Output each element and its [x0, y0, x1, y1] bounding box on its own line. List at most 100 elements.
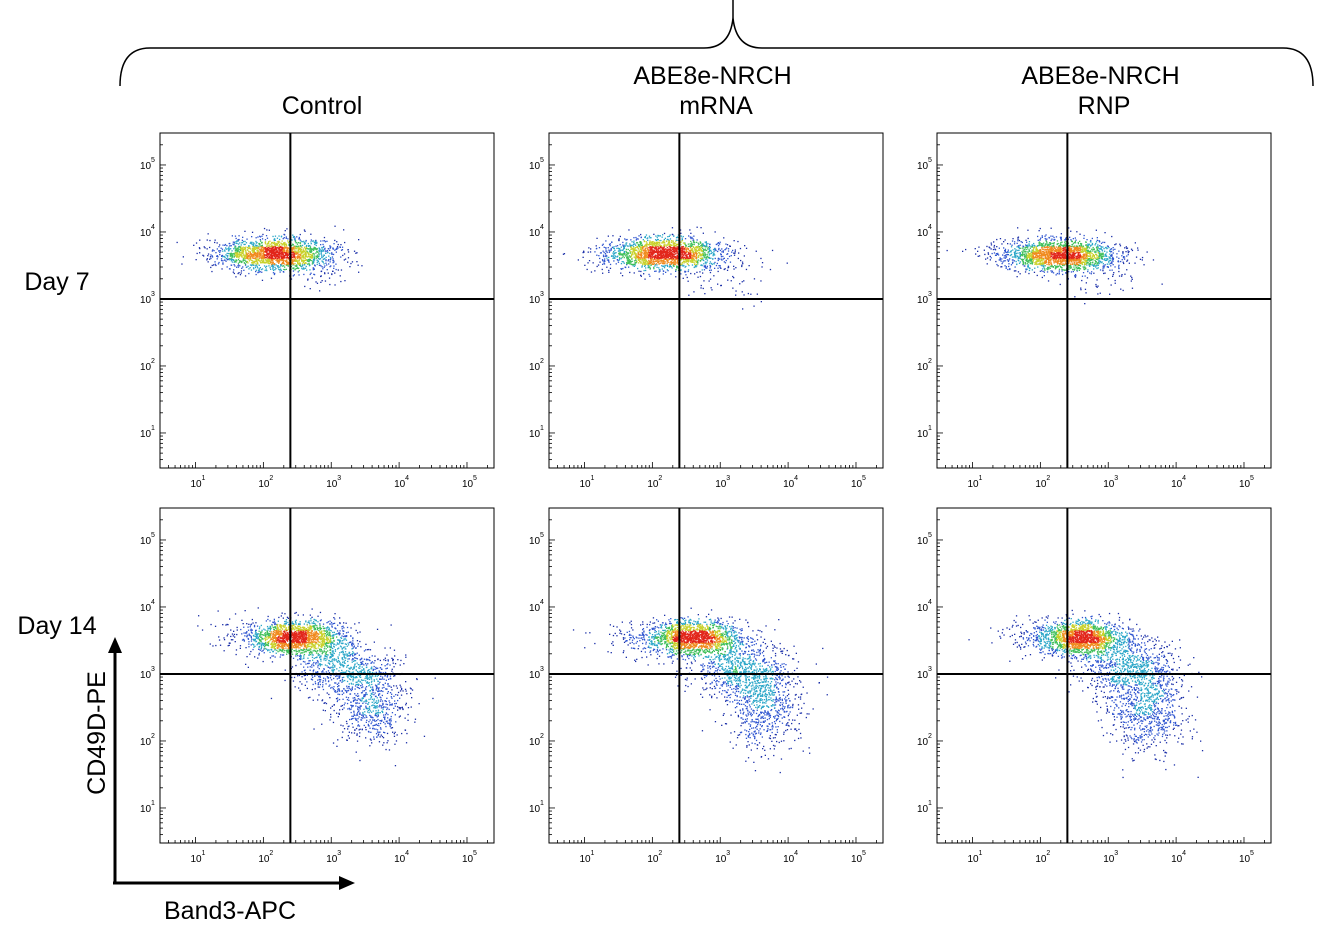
event-dot	[268, 250, 270, 252]
event-dot	[645, 241, 647, 243]
event-dot	[276, 243, 278, 245]
event-dot	[242, 251, 244, 253]
event-dot	[1019, 253, 1021, 255]
event-dot	[298, 270, 300, 272]
event-dot	[241, 254, 243, 257]
event-dot	[681, 238, 683, 241]
x-tick-exponent: 2	[269, 475, 273, 482]
event-dot	[723, 257, 725, 259]
event-dot	[636, 260, 638, 263]
event-dot	[640, 254, 642, 257]
event-dot	[1007, 268, 1009, 271]
event-dot	[252, 256, 254, 258]
event-dot	[334, 272, 336, 274]
event-dot	[698, 248, 700, 250]
event-dot	[619, 253, 621, 255]
event-dot	[1109, 259, 1111, 261]
event-dot	[288, 253, 290, 255]
event-dot	[1046, 271, 1049, 273]
event-dot	[293, 267, 295, 269]
event-dot	[300, 240, 302, 242]
event-dot	[648, 247, 650, 249]
event-dot	[675, 245, 677, 247]
event-dot	[299, 244, 302, 247]
event-dot	[321, 260, 323, 262]
event-dot	[1084, 288, 1087, 290]
event-dot	[1131, 249, 1134, 252]
event-dot	[706, 245, 708, 247]
event-dot	[624, 253, 626, 255]
event-dot	[1079, 233, 1081, 235]
event-dot	[657, 250, 659, 252]
event-dot	[711, 262, 713, 265]
event-dot	[663, 254, 665, 256]
event-dot	[235, 241, 237, 243]
event-dot	[660, 249, 662, 251]
event-dot	[658, 244, 660, 247]
event-dot	[657, 258, 659, 261]
event-dot	[323, 236, 326, 239]
event-dot	[330, 265, 332, 267]
event-dot	[239, 249, 242, 251]
event-dot	[315, 241, 317, 243]
event-dot	[631, 253, 633, 255]
event-dot	[635, 239, 637, 241]
event-dot	[1112, 259, 1114, 261]
event-dot	[680, 252, 682, 254]
event-dot	[612, 255, 614, 258]
event-dot	[658, 267, 660, 269]
event-dot	[1004, 257, 1007, 259]
event-dot	[221, 255, 223, 257]
event-dot	[293, 258, 295, 260]
event-dot	[635, 259, 637, 261]
event-dot	[241, 249, 243, 252]
event-dot	[669, 249, 671, 251]
event-dot	[653, 233, 655, 235]
event-dot	[322, 243, 324, 246]
event-dot	[705, 242, 707, 244]
event-dot	[709, 263, 711, 265]
event-dot	[637, 262, 640, 264]
event-dot	[618, 239, 620, 242]
event-dot	[1109, 269, 1111, 271]
event-dot	[260, 259, 262, 262]
event-dot	[230, 258, 233, 261]
event-dot	[329, 261, 331, 263]
event-dot	[761, 262, 764, 264]
event-dot	[667, 261, 670, 263]
event-dot	[648, 251, 650, 253]
event-dot	[284, 269, 286, 271]
event-dot	[689, 257, 691, 259]
event-dot	[223, 255, 225, 257]
event-dot	[255, 256, 258, 258]
event-dot	[714, 249, 716, 251]
event-dot	[644, 244, 646, 246]
event-dot	[270, 261, 272, 263]
event-dot	[297, 248, 300, 250]
event-dot	[645, 244, 647, 246]
event-dot	[234, 249, 237, 252]
event-dot	[594, 251, 596, 253]
event-dot	[303, 273, 305, 276]
event-dot	[656, 251, 658, 253]
event-dot	[662, 247, 664, 249]
event-dot	[639, 250, 641, 252]
event-dot	[669, 257, 671, 260]
event-dot	[228, 248, 230, 250]
event-dot	[637, 267, 639, 270]
event-dot	[1107, 245, 1109, 248]
event-dot	[652, 250, 654, 252]
event-dot	[261, 255, 264, 257]
event-dot	[280, 252, 282, 254]
event-dot	[1119, 245, 1122, 247]
event-dot	[682, 260, 685, 263]
event-dot	[651, 260, 653, 262]
event-dot	[1027, 264, 1030, 266]
event-dot	[1131, 276, 1133, 279]
event-dot	[637, 255, 640, 258]
event-dot	[285, 237, 287, 239]
event-dot	[257, 259, 260, 262]
event-dot	[741, 264, 743, 266]
